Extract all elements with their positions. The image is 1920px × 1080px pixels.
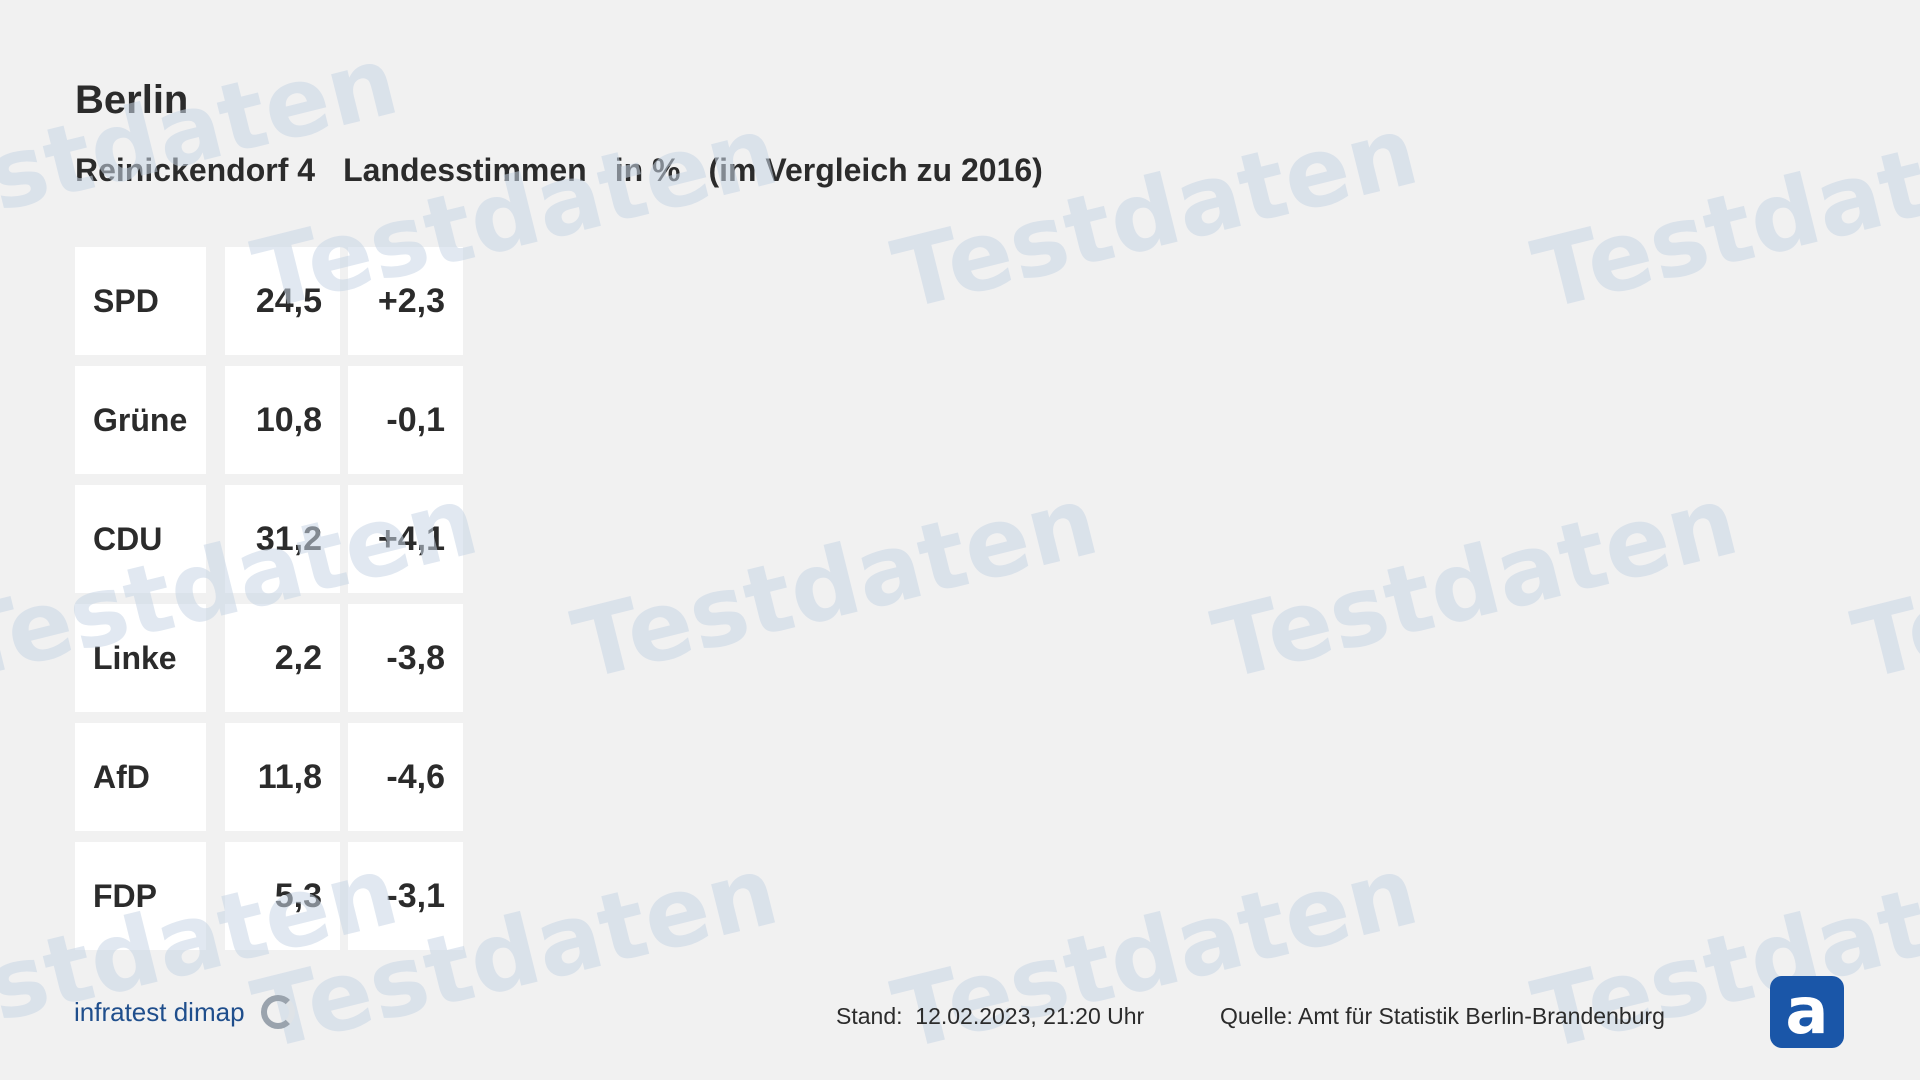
brand-name: infratest dimap	[74, 996, 245, 1027]
change-cell: -0,1	[348, 366, 463, 474]
brand-ring-icon	[260, 995, 295, 1029]
source-text: Quelle: Amt für Statistik Berlin-Branden…	[1220, 1003, 1665, 1029]
infratest-dimap-logo: infratest dimap	[74, 995, 295, 1029]
party-name-cell: CDU	[75, 485, 206, 593]
watermark-text: Testdaten	[882, 94, 1428, 333]
change-cell: +4,1	[348, 485, 463, 593]
subtitle-comparison: (im Vergleich zu 2016)	[708, 152, 1043, 188]
stand-value: 12.02.2023, 21:20 Uhr	[915, 1003, 1145, 1029]
stand-label: Stand:	[836, 1003, 903, 1029]
subtitle-unit: in %	[614, 152, 681, 188]
party-name-cell: Linke	[75, 604, 206, 712]
vote-share-cell: 31,2	[225, 485, 340, 593]
stand-timestamp: Stand: 12.02.2023, 21:20 Uhr	[836, 1003, 1144, 1030]
vote-share-cell: 24,5	[225, 247, 340, 355]
watermark-text: Testdaten	[1522, 94, 1920, 333]
change-cell: +2,3	[348, 247, 463, 355]
watermark-text: Testdaten	[1522, 834, 1920, 1072]
vote-share-cell: 2,2	[225, 604, 340, 712]
ard-logo-icon: a	[1770, 976, 1844, 1048]
page-title: Berlin	[75, 78, 189, 122]
party-name-cell: FDP	[75, 842, 206, 950]
watermark-text: Testdaten	[882, 834, 1428, 1072]
party-name-cell: AfD	[75, 723, 206, 831]
watermark-text: Testdaten	[562, 464, 1108, 702]
change-cell: -3,8	[348, 604, 463, 712]
change-cell: -3,1	[348, 842, 463, 950]
change-cell: -4,6	[348, 723, 463, 831]
vote-share-cell: 11,8	[225, 723, 340, 831]
party-name-cell: SPD	[75, 247, 206, 355]
subtitle-vote-type: Landesstimmen	[343, 152, 587, 188]
subtitle-district: Reinickendorf 4	[75, 152, 316, 188]
watermark-text: Testdaten	[0, 24, 408, 262]
page-subtitle: Reinickendorf 4 Landesstimmen in % (im Verg…	[75, 152, 1071, 189]
watermark-text: Testdaten	[1202, 464, 1748, 702]
vote-share-cell: 5,3	[225, 842, 340, 950]
watermark-text: Testdaten	[1842, 464, 1920, 702]
party-name-cell: Grüne	[75, 366, 206, 474]
vote-share-cell: 10,8	[225, 366, 340, 474]
